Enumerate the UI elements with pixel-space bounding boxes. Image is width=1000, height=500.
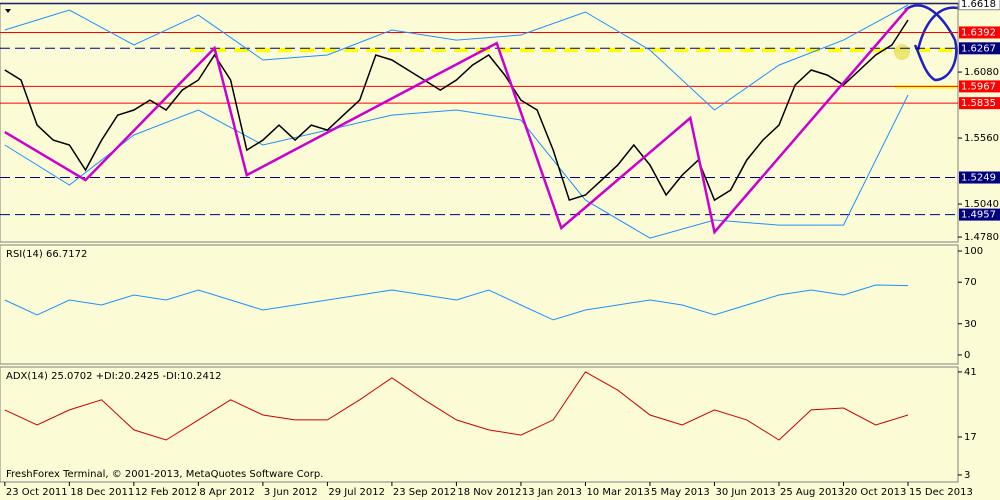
level-label: 1.6392 bbox=[961, 27, 996, 38]
y-tick-label: 70 bbox=[964, 277, 977, 288]
y-tick-label: 41 bbox=[964, 367, 977, 378]
axis-background bbox=[0, 483, 958, 500]
x-tick-label: 8 Apr 2012 bbox=[199, 487, 254, 498]
x-tick-label: 18 Nov 2012 bbox=[457, 487, 521, 498]
series-line bbox=[4, 94, 909, 239]
x-tick-label: 15 Dec 2013 bbox=[909, 487, 973, 498]
level-label-box bbox=[958, 0, 1000, 11]
series-line bbox=[4, 284, 909, 321]
forecast-path bbox=[904, 4, 958, 82]
y-tick-label: 1.5560 bbox=[964, 133, 999, 144]
y-tick-label: 100 bbox=[964, 246, 983, 257]
x-tick-label: 30 Jun 2013 bbox=[715, 487, 775, 498]
panel-title: ADX(14) 25.0702 +DI:20.2425 -DI:10.2412 bbox=[6, 371, 222, 382]
y-tick-label: 3 bbox=[964, 470, 970, 481]
x-tick-label: 3 Jun 2012 bbox=[264, 487, 318, 498]
panel-border bbox=[0, 2, 959, 243]
x-tick-label: 23 Oct 2011 bbox=[6, 487, 68, 498]
y-tick-label: 0 bbox=[964, 350, 970, 361]
x-tick-label: 20 Oct 2013 bbox=[844, 487, 906, 498]
x-tick-label: 25 Aug 2013 bbox=[780, 487, 844, 498]
x-tick-label: 29 Jul 2012 bbox=[328, 487, 385, 498]
series-line bbox=[4, 7, 909, 235]
x-tick-label: 12 Feb 2012 bbox=[135, 487, 197, 498]
level-label-box bbox=[959, 208, 1000, 221]
forecast-path bbox=[916, 6, 959, 51]
panel-border bbox=[0, 366, 959, 483]
x-tick-label: 18 Dec 2011 bbox=[70, 487, 134, 498]
footer-note: FreshForex Terminal, © 2001-2013, MetaQu… bbox=[6, 469, 323, 480]
series-line bbox=[4, 4, 909, 111]
level-label: 1.5249 bbox=[961, 173, 996, 184]
series-line bbox=[4, 19, 909, 202]
x-tick-label: 13 Jan 2013 bbox=[522, 487, 582, 498]
level-label: 1.5967 bbox=[961, 81, 996, 92]
y-tick-label: 30 bbox=[964, 319, 977, 330]
x-tick-label: 23 Sep 2012 bbox=[393, 487, 456, 498]
x-tick-label: 5 May 2013 bbox=[651, 487, 710, 498]
level-label: 1.4957 bbox=[961, 210, 996, 221]
highlight-circle bbox=[894, 44, 910, 60]
y-tick-label: 17 bbox=[964, 432, 977, 443]
panel-title: RSI(14) 66.7172 bbox=[6, 249, 87, 260]
level-label-box bbox=[959, 26, 1000, 39]
y-tick-label: 1.6080 bbox=[964, 67, 999, 78]
level-label: 1.5835 bbox=[961, 98, 996, 109]
menu-icon bbox=[5, 9, 11, 13]
panel-border bbox=[0, 244, 959, 365]
level-label-box bbox=[959, 171, 1000, 184]
y-tick-label: 1.5040 bbox=[964, 199, 999, 210]
y-tick-label: 1.4780 bbox=[964, 232, 999, 243]
level-label-box bbox=[959, 80, 1000, 93]
series-line bbox=[4, 371, 909, 441]
level-label: 1.6618 bbox=[961, 0, 996, 10]
x-tick-label: 10 Mar 2013 bbox=[586, 487, 649, 498]
level-label: 1.6267 bbox=[961, 43, 996, 54]
level-label-box bbox=[959, 97, 1000, 110]
level-label-box bbox=[959, 42, 1000, 55]
